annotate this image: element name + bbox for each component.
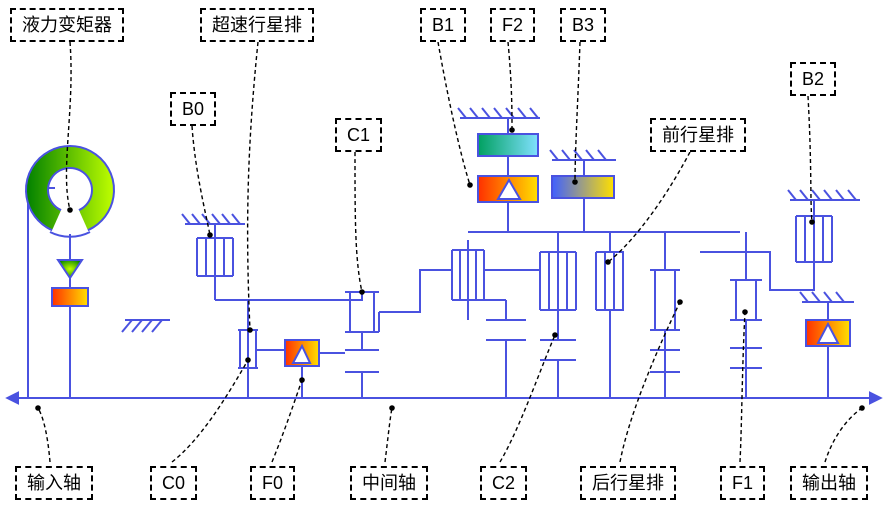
leader-output_shaft xyxy=(825,408,862,462)
f1-clutch xyxy=(730,232,762,398)
b2-output-cluster xyxy=(740,190,860,398)
label-mid-shaft: 中间轴 xyxy=(350,466,428,500)
label-f0: F0 xyxy=(250,466,295,500)
mechanism-lines xyxy=(8,108,880,398)
c2-clutch xyxy=(468,300,526,398)
b3-box-icon xyxy=(552,176,614,198)
label-c2: C2 xyxy=(480,466,527,500)
leader-torque_converter xyxy=(66,42,71,210)
leader-mid_shaft xyxy=(385,408,392,462)
label-c0: C0 xyxy=(150,466,197,500)
label-f1: F1 xyxy=(720,466,765,500)
label-output-shaft: 输出轴 xyxy=(790,466,868,500)
leader-rear_row xyxy=(620,302,680,462)
leader-F0 xyxy=(272,380,302,462)
label-b1: B1 xyxy=(420,8,466,42)
torque-converter-icon xyxy=(26,146,114,398)
label-b3: B3 xyxy=(560,8,606,42)
label-input-shaft: 输入轴 xyxy=(15,466,93,500)
leader-B2 xyxy=(808,96,812,222)
label-c1: C1 xyxy=(335,118,382,152)
f2-box-icon xyxy=(478,134,538,156)
ground-tc-right xyxy=(122,320,170,332)
transmission-schematic xyxy=(0,0,890,512)
overdrive-row xyxy=(215,292,379,398)
label-overdrive-row: 超速行星排 xyxy=(200,8,314,42)
b0-brake xyxy=(182,214,245,300)
leader-front_row xyxy=(608,152,690,262)
leader-input_shaft xyxy=(38,408,50,462)
leader-overdrive_row xyxy=(248,42,258,330)
leader-F1 xyxy=(740,312,745,462)
mid-step xyxy=(379,270,452,312)
rear-planetary-row xyxy=(650,232,740,398)
label-front-row: 前行星排 xyxy=(650,118,746,152)
leader-C0 xyxy=(172,360,248,462)
label-torque-converter: 液力变矩器 xyxy=(10,8,124,42)
label-b2: B2 xyxy=(790,62,836,96)
b1-f2-b3-cluster xyxy=(458,108,616,232)
front-planetary-row xyxy=(540,232,624,398)
leader-B1 xyxy=(438,42,470,185)
label-b0: B0 xyxy=(170,92,216,126)
label-rear-row: 后行星排 xyxy=(580,466,676,500)
leader-F2 xyxy=(508,42,512,130)
leader-C1 xyxy=(355,152,362,292)
label-f2: F2 xyxy=(490,8,535,42)
